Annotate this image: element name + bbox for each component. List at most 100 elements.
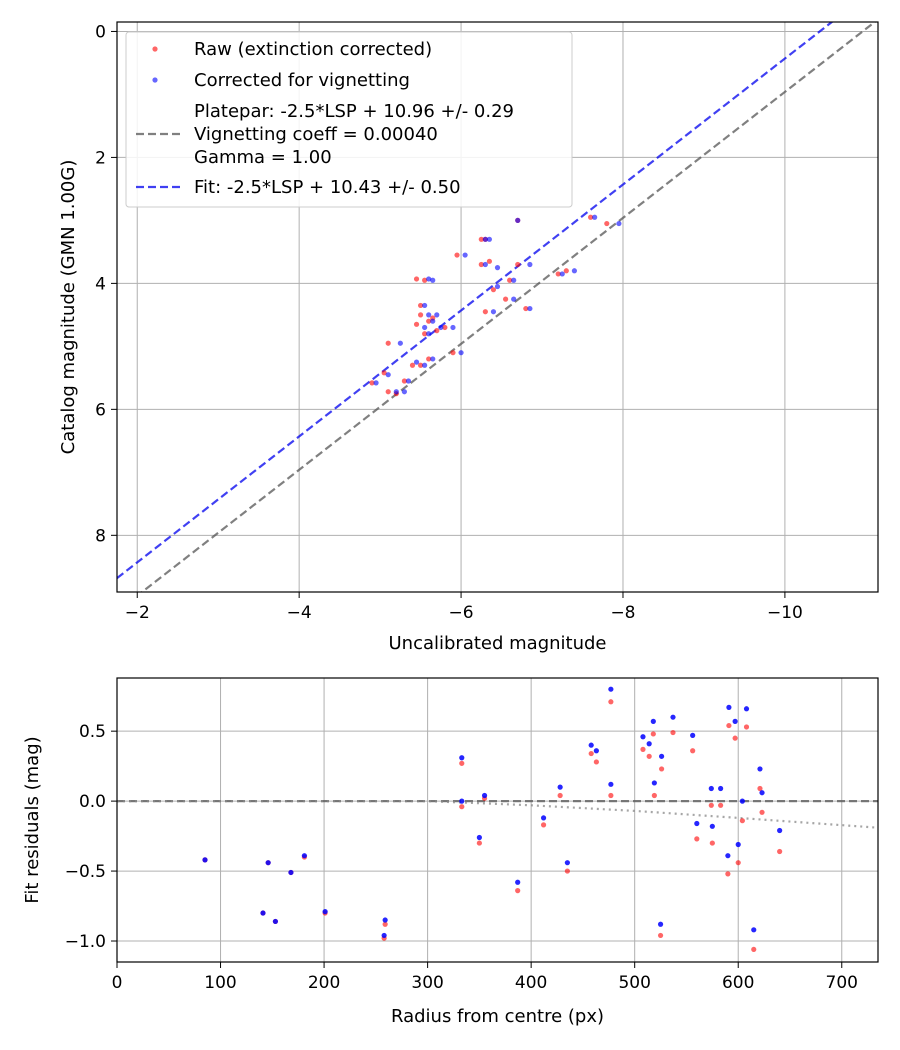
- residuals-point-corrected: [459, 798, 465, 804]
- calibration-x-axis-label: Uncalibrated magnitude: [388, 633, 606, 654]
- residuals-point-corrected: [708, 785, 714, 792]
- residuals-x-ticks: 0 100 200 300 400 500 600 700: [112, 962, 858, 993]
- calibration-point-raw: [385, 389, 391, 395]
- calibration-point-raw: [563, 268, 569, 274]
- calibration-y-tick-label: 8: [95, 526, 106, 546]
- residuals-point-raw: [709, 840, 715, 846]
- residuals-point-corrected: [322, 909, 328, 915]
- residuals-point-corrected: [751, 927, 757, 933]
- calibration-point-raw: [417, 312, 424, 318]
- residuals-point-corrected: [657, 921, 664, 927]
- calibration-point-corrected: [401, 389, 407, 395]
- residuals-point-corrected: [564, 860, 570, 866]
- residuals-point-raw: [708, 802, 714, 808]
- calibration-point-corrected: [450, 324, 456, 331]
- calibration-point-raw: [422, 277, 428, 283]
- calibration-point-raw: [417, 362, 424, 368]
- residuals-point-corrected: [608, 686, 614, 692]
- residuals-line-vignetting-curve: [117, 800, 878, 829]
- legend-marker-corrected: [152, 77, 158, 83]
- legend-marker-raw: [152, 46, 158, 52]
- residuals-point-corrected: [476, 834, 482, 841]
- residuals-point-corrected: [690, 732, 696, 738]
- calibration-legend: Raw (extinction corrected) Corrected for…: [125, 31, 573, 208]
- residuals-point-corrected: [381, 932, 387, 939]
- calibration-y-tick-label: 0: [95, 22, 106, 42]
- legend-label-vignetting: Vignetting coeff = 0.00040: [194, 124, 438, 145]
- residuals-point-corrected: [272, 918, 279, 925]
- calibration-point-raw: [385, 340, 391, 346]
- calibration-point-corrected: [393, 389, 399, 395]
- calibration-point-corrected: [527, 305, 533, 312]
- residuals-point-corrected: [759, 790, 765, 796]
- residuals-point-corrected: [382, 917, 388, 923]
- calibration-point-raw: [413, 321, 420, 327]
- calibration-y-tick-label: 6: [95, 400, 106, 420]
- calibration-point-raw: [442, 324, 448, 331]
- calibration-point-raw: [450, 350, 456, 356]
- calibration-point-corrected: [592, 214, 598, 220]
- residuals-point-corrected: [739, 798, 745, 804]
- legend-label-raw: Raw (extinction corrected): [194, 39, 432, 60]
- residuals-point-corrected: [743, 706, 750, 712]
- calibration-point-corrected: [494, 265, 501, 271]
- calibration-x-tick-label: −2: [125, 603, 150, 623]
- residuals-point-corrected: [670, 714, 676, 720]
- calibration-point-raw: [401, 378, 407, 384]
- residuals-point-raw: [718, 802, 724, 808]
- calibration-point-raw: [422, 331, 428, 337]
- residuals-point-raw: [735, 860, 741, 866]
- calibration-point-raw: [604, 220, 610, 227]
- calibration-point-corrected: [430, 277, 436, 283]
- residuals-x-tick-label: 400: [515, 973, 547, 993]
- residuals-point-raw: [726, 722, 732, 729]
- calibration-point-raw: [426, 356, 432, 362]
- residuals-lines: [117, 800, 878, 829]
- calibration-point-raw: [434, 328, 440, 334]
- residuals-y-tick-label: 0.5: [79, 722, 106, 742]
- calibration-point-corrected: [397, 340, 403, 346]
- residuals-point-raw: [382, 921, 388, 927]
- residuals-x-axis-label: Radius from centre (px): [391, 1006, 604, 1027]
- residuals-point-raw: [739, 818, 745, 824]
- residuals-point-raw: [651, 792, 657, 799]
- calibration-point-raw: [381, 370, 387, 376]
- calibration-point-raw: [515, 261, 521, 268]
- residuals-y-axis-label: Fit residuals (mag): [22, 736, 43, 903]
- residuals-point-raw: [515, 888, 521, 894]
- residuals-point-corrected: [202, 857, 208, 863]
- residuals-x-tick-label: 100: [204, 973, 236, 993]
- residuals-point-corrected: [608, 781, 614, 787]
- calibration-y-axis-label: Catalog magnitude (GMN 1.00G): [58, 160, 79, 455]
- residuals-point-raw: [459, 804, 465, 810]
- calibration-point-corrected: [511, 277, 517, 283]
- residuals-point-raw: [593, 759, 599, 765]
- residuals-point-raw: [588, 750, 594, 757]
- legend-label-fit: Fit: -2.5*LSP + 10.43 +/- 0.50: [194, 177, 461, 198]
- residuals-point-corrected: [265, 860, 271, 866]
- residuals-point-raw: [557, 792, 563, 799]
- calibration-point-raw: [426, 318, 432, 324]
- residuals-point-corrected: [757, 766, 763, 772]
- calibration-point-corrected: [515, 217, 521, 223]
- calibration-point-corrected: [430, 318, 436, 324]
- residuals-point-raw: [759, 809, 765, 815]
- residuals-point-corrected: [301, 853, 308, 859]
- residuals-point-corrected: [650, 718, 656, 724]
- calibration-y-tick-label: 4: [95, 274, 106, 294]
- residuals-point-raw: [725, 871, 731, 877]
- residuals-point-corrected: [557, 784, 563, 790]
- residuals-point-raw: [757, 785, 763, 792]
- calibration-point-corrected: [405, 378, 412, 384]
- calibration-point-raw: [490, 287, 497, 293]
- residuals-point-raw: [608, 699, 614, 705]
- residuals-point-raw: [732, 735, 738, 741]
- calibration-point-raw: [555, 271, 561, 277]
- calibration-point-corrected: [486, 236, 493, 242]
- calibration-point-corrected: [434, 312, 440, 318]
- legend-label-corrected: Corrected for vignetting: [194, 70, 410, 91]
- residuals-y-ticks: 0.5 0.0 −0.5 −1.0: [65, 722, 117, 952]
- calibration-point-corrected: [426, 331, 432, 337]
- calibration-x-tick-label: −6: [449, 603, 474, 623]
